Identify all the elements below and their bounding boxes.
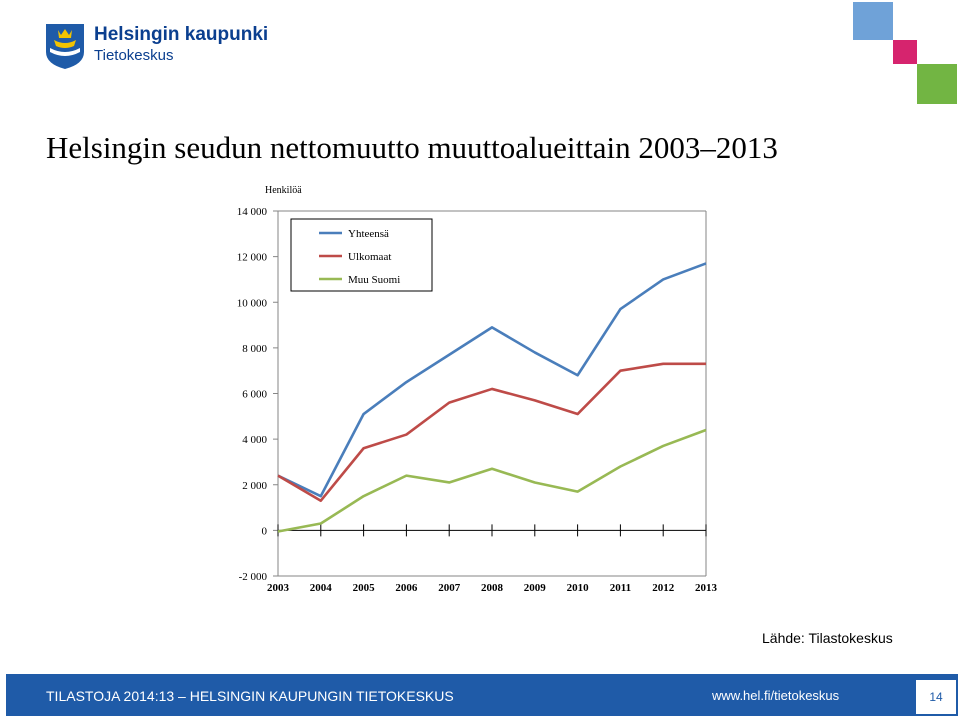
y-tick-label: 12 000 — [237, 252, 268, 264]
x-tick-label: 2004 — [310, 582, 333, 594]
page-number: 14 — [929, 690, 943, 704]
series-line — [277, 362, 706, 503]
x-tick-label: 2011 — [610, 582, 631, 594]
x-tick-label: 2013 — [695, 582, 718, 594]
decor-square-magenta — [893, 40, 917, 64]
footer-url-link[interactable]: www.hel.fi/tietokeskus — [712, 688, 840, 703]
legend-label: Muu Suomi — [348, 274, 400, 286]
y-tick-label: 2 000 — [242, 480, 267, 492]
x-tick-label: 2012 — [652, 582, 675, 594]
helsinki-crest-icon — [46, 24, 84, 69]
y-tick-label: 8 000 — [242, 343, 267, 355]
decor-square-blue — [853, 2, 893, 40]
series-line — [277, 428, 707, 533]
chart-axes: -2 000 0 2 000 4 000 6 000 8 000 10 000 12 000 1… — [237, 185, 718, 594]
x-tick-label: 2003 — [267, 582, 290, 594]
footer: TILASTOJA 2014:13 – HELSINGIN KAUPUNGIN … — [0, 674, 960, 716]
logo-subtitle: Tietokeskus — [94, 47, 174, 64]
source-note: Lähde: Tilastokeskus — [762, 630, 893, 646]
y-tick-label: -2 000 — [239, 571, 268, 583]
y-tick-label: 4 000 — [242, 434, 267, 446]
series-line — [277, 262, 707, 498]
y-tick-label: 0 — [262, 525, 268, 537]
x-tick-label: 2007 — [438, 582, 461, 594]
y-tick-label: 14 000 — [237, 206, 268, 218]
x-tick-label: 2008 — [481, 582, 504, 594]
decor-square-green — [917, 64, 957, 104]
chart-series — [277, 262, 707, 533]
x-tick-label: 2005 — [353, 582, 376, 594]
y-tick-label: 6 000 — [242, 389, 267, 401]
footer-bar — [6, 674, 958, 716]
legend-box — [290, 218, 433, 292]
footer-publication: TILASTOJA 2014:13 – HELSINGIN KAUPUNGIN … — [46, 688, 454, 704]
logo-title: Helsingin kaupunki — [94, 24, 269, 45]
legend-label: Ulkomaat — [348, 251, 391, 263]
brand-logo: Helsingin kaupunki Tietokeskus — [44, 22, 268, 70]
x-tick-label: 2009 — [524, 582, 547, 594]
slide-title: Helsingin seudun nettomuutto muuttoaluei… — [46, 130, 778, 165]
x-tick-label: 2010 — [567, 582, 590, 594]
y-unit-label: Henkilöä — [265, 185, 302, 196]
x-tick-label: 2006 — [395, 582, 418, 594]
chart-legend: Yhteensä Ulkomaat Muu Suomi — [290, 218, 433, 292]
page-number-box: 14 — [916, 680, 956, 714]
y-tick-label: 10 000 — [237, 297, 268, 309]
legend-label: Yhteensä — [348, 228, 389, 240]
